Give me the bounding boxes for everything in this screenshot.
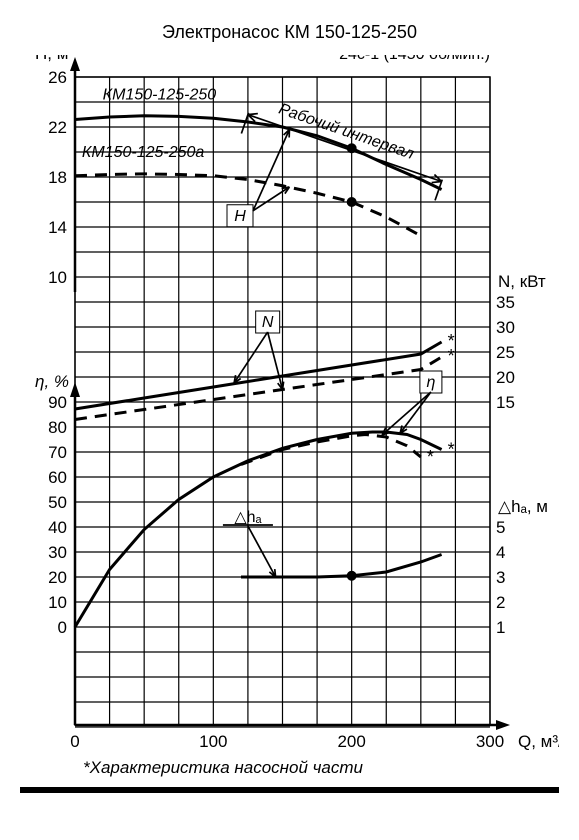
svg-text:300: 300	[476, 732, 504, 751]
svg-text:10: 10	[48, 593, 67, 612]
svg-text:η: η	[426, 374, 435, 391]
svg-text:1: 1	[496, 618, 505, 637]
svg-text:14: 14	[48, 218, 67, 237]
svg-text:0: 0	[58, 618, 67, 637]
svg-text:15: 15	[496, 393, 515, 412]
svg-text:24с-1 (1450 об/мин.): 24с-1 (1450 об/мин.)	[339, 55, 490, 63]
svg-text:5: 5	[496, 518, 505, 537]
svg-text:4: 4	[496, 543, 505, 562]
svg-text:*: *	[448, 346, 455, 366]
svg-text:*Характеристика насосной части: *Характеристика насосной части	[83, 758, 364, 777]
svg-text:3: 3	[496, 568, 505, 587]
svg-text:22: 22	[48, 118, 67, 137]
svg-text:25: 25	[496, 343, 515, 362]
svg-text:30: 30	[496, 318, 515, 337]
svg-text:Н, м: Н, м	[35, 55, 68, 63]
svg-text:70: 70	[48, 443, 67, 462]
svg-text:N, кВт: N, кВт	[498, 272, 546, 291]
svg-text:Q, м³/ч: Q, м³/ч	[518, 732, 559, 751]
svg-text:40: 40	[48, 518, 67, 537]
svg-text:Н: Н	[234, 208, 246, 225]
svg-text:N: N	[262, 314, 274, 331]
svg-text:10: 10	[48, 268, 67, 287]
svg-text:50: 50	[48, 493, 67, 512]
svg-text:20: 20	[496, 368, 515, 387]
svg-text:0: 0	[70, 732, 79, 751]
svg-text:20: 20	[48, 568, 67, 587]
svg-text:80: 80	[48, 418, 67, 437]
svg-text:КМ150-125-250а: КМ150-125-250а	[82, 144, 205, 161]
chart-title: Электронасос КМ 150-125-250	[0, 22, 579, 43]
svg-text:*: *	[448, 440, 455, 460]
svg-text:△hₐ, м: △hₐ, м	[498, 497, 548, 516]
svg-text:90: 90	[48, 393, 67, 412]
svg-text:100: 100	[199, 732, 227, 751]
svg-text:2: 2	[496, 593, 505, 612]
svg-text:26: 26	[48, 68, 67, 87]
svg-text:35: 35	[496, 293, 515, 312]
chart-canvas: 0100200300Q, м³/чН, м1014182226η, %01020…	[20, 55, 559, 795]
svg-text:200: 200	[337, 732, 365, 751]
svg-text:60: 60	[48, 468, 67, 487]
svg-text:18: 18	[48, 168, 67, 187]
svg-text:30: 30	[48, 543, 67, 562]
svg-text:η, %: η, %	[35, 372, 69, 391]
svg-text:*: *	[427, 447, 434, 467]
svg-text:△hₐ: △hₐ	[234, 509, 262, 526]
svg-text:КМ150-125-250: КМ150-125-250	[103, 87, 217, 104]
